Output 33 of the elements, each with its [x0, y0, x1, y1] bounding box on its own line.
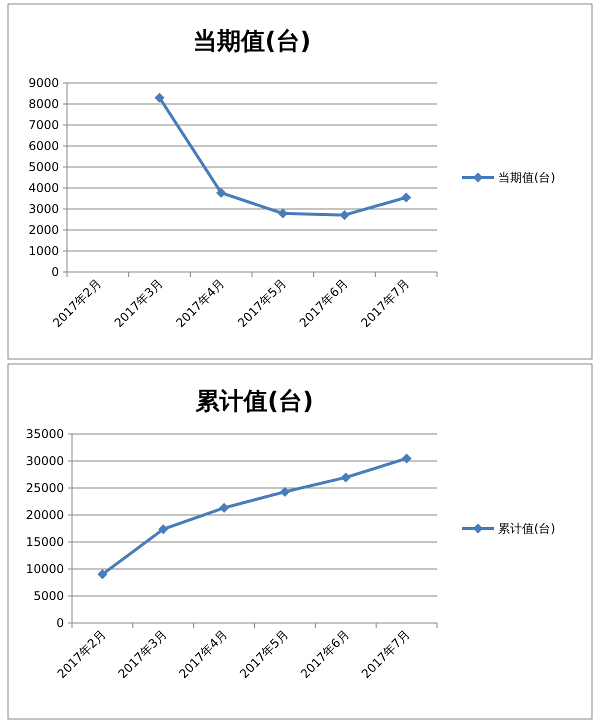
y-tick-label: 7000: [28, 118, 59, 132]
y-tick-label: 5000: [33, 589, 64, 603]
point: [340, 472, 351, 482]
y-tick-label: 10000: [26, 562, 64, 576]
y-tick-label: 0: [51, 265, 59, 279]
y-tick-label: 9000: [28, 76, 59, 90]
point: [280, 486, 290, 497]
y-tick-label: 2000: [28, 223, 59, 237]
y-tick-label: 5000: [28, 160, 59, 174]
y-tick-label: 6000: [28, 139, 59, 153]
point: [340, 210, 350, 220]
point: [278, 208, 288, 218]
y-tick-label: 30000: [26, 454, 64, 468]
point: [402, 453, 412, 464]
y-tick-label: 35000: [26, 427, 64, 441]
y-tick-label: 1000: [28, 244, 59, 258]
point: [154, 92, 164, 103]
point: [219, 502, 230, 513]
legend-label: 累计值(台): [498, 522, 556, 536]
chart-title: 累计值(台): [194, 387, 314, 415]
point: [158, 524, 168, 534]
point: [97, 569, 108, 580]
y-tick-label: 0: [56, 616, 64, 630]
point: [401, 192, 412, 202]
y-tick-label: 20000: [26, 508, 64, 522]
y-tick-label: 15000: [26, 535, 64, 549]
point: [216, 188, 226, 198]
y-tick-label: 8000: [28, 97, 59, 111]
legend-label: 当期值(台): [498, 170, 556, 184]
y-tick-label: 25000: [26, 481, 64, 495]
chart-title: 当期值(台): [193, 27, 311, 55]
y-tick-label: 3000: [28, 202, 59, 216]
y-tick-label: 4000: [28, 181, 59, 195]
